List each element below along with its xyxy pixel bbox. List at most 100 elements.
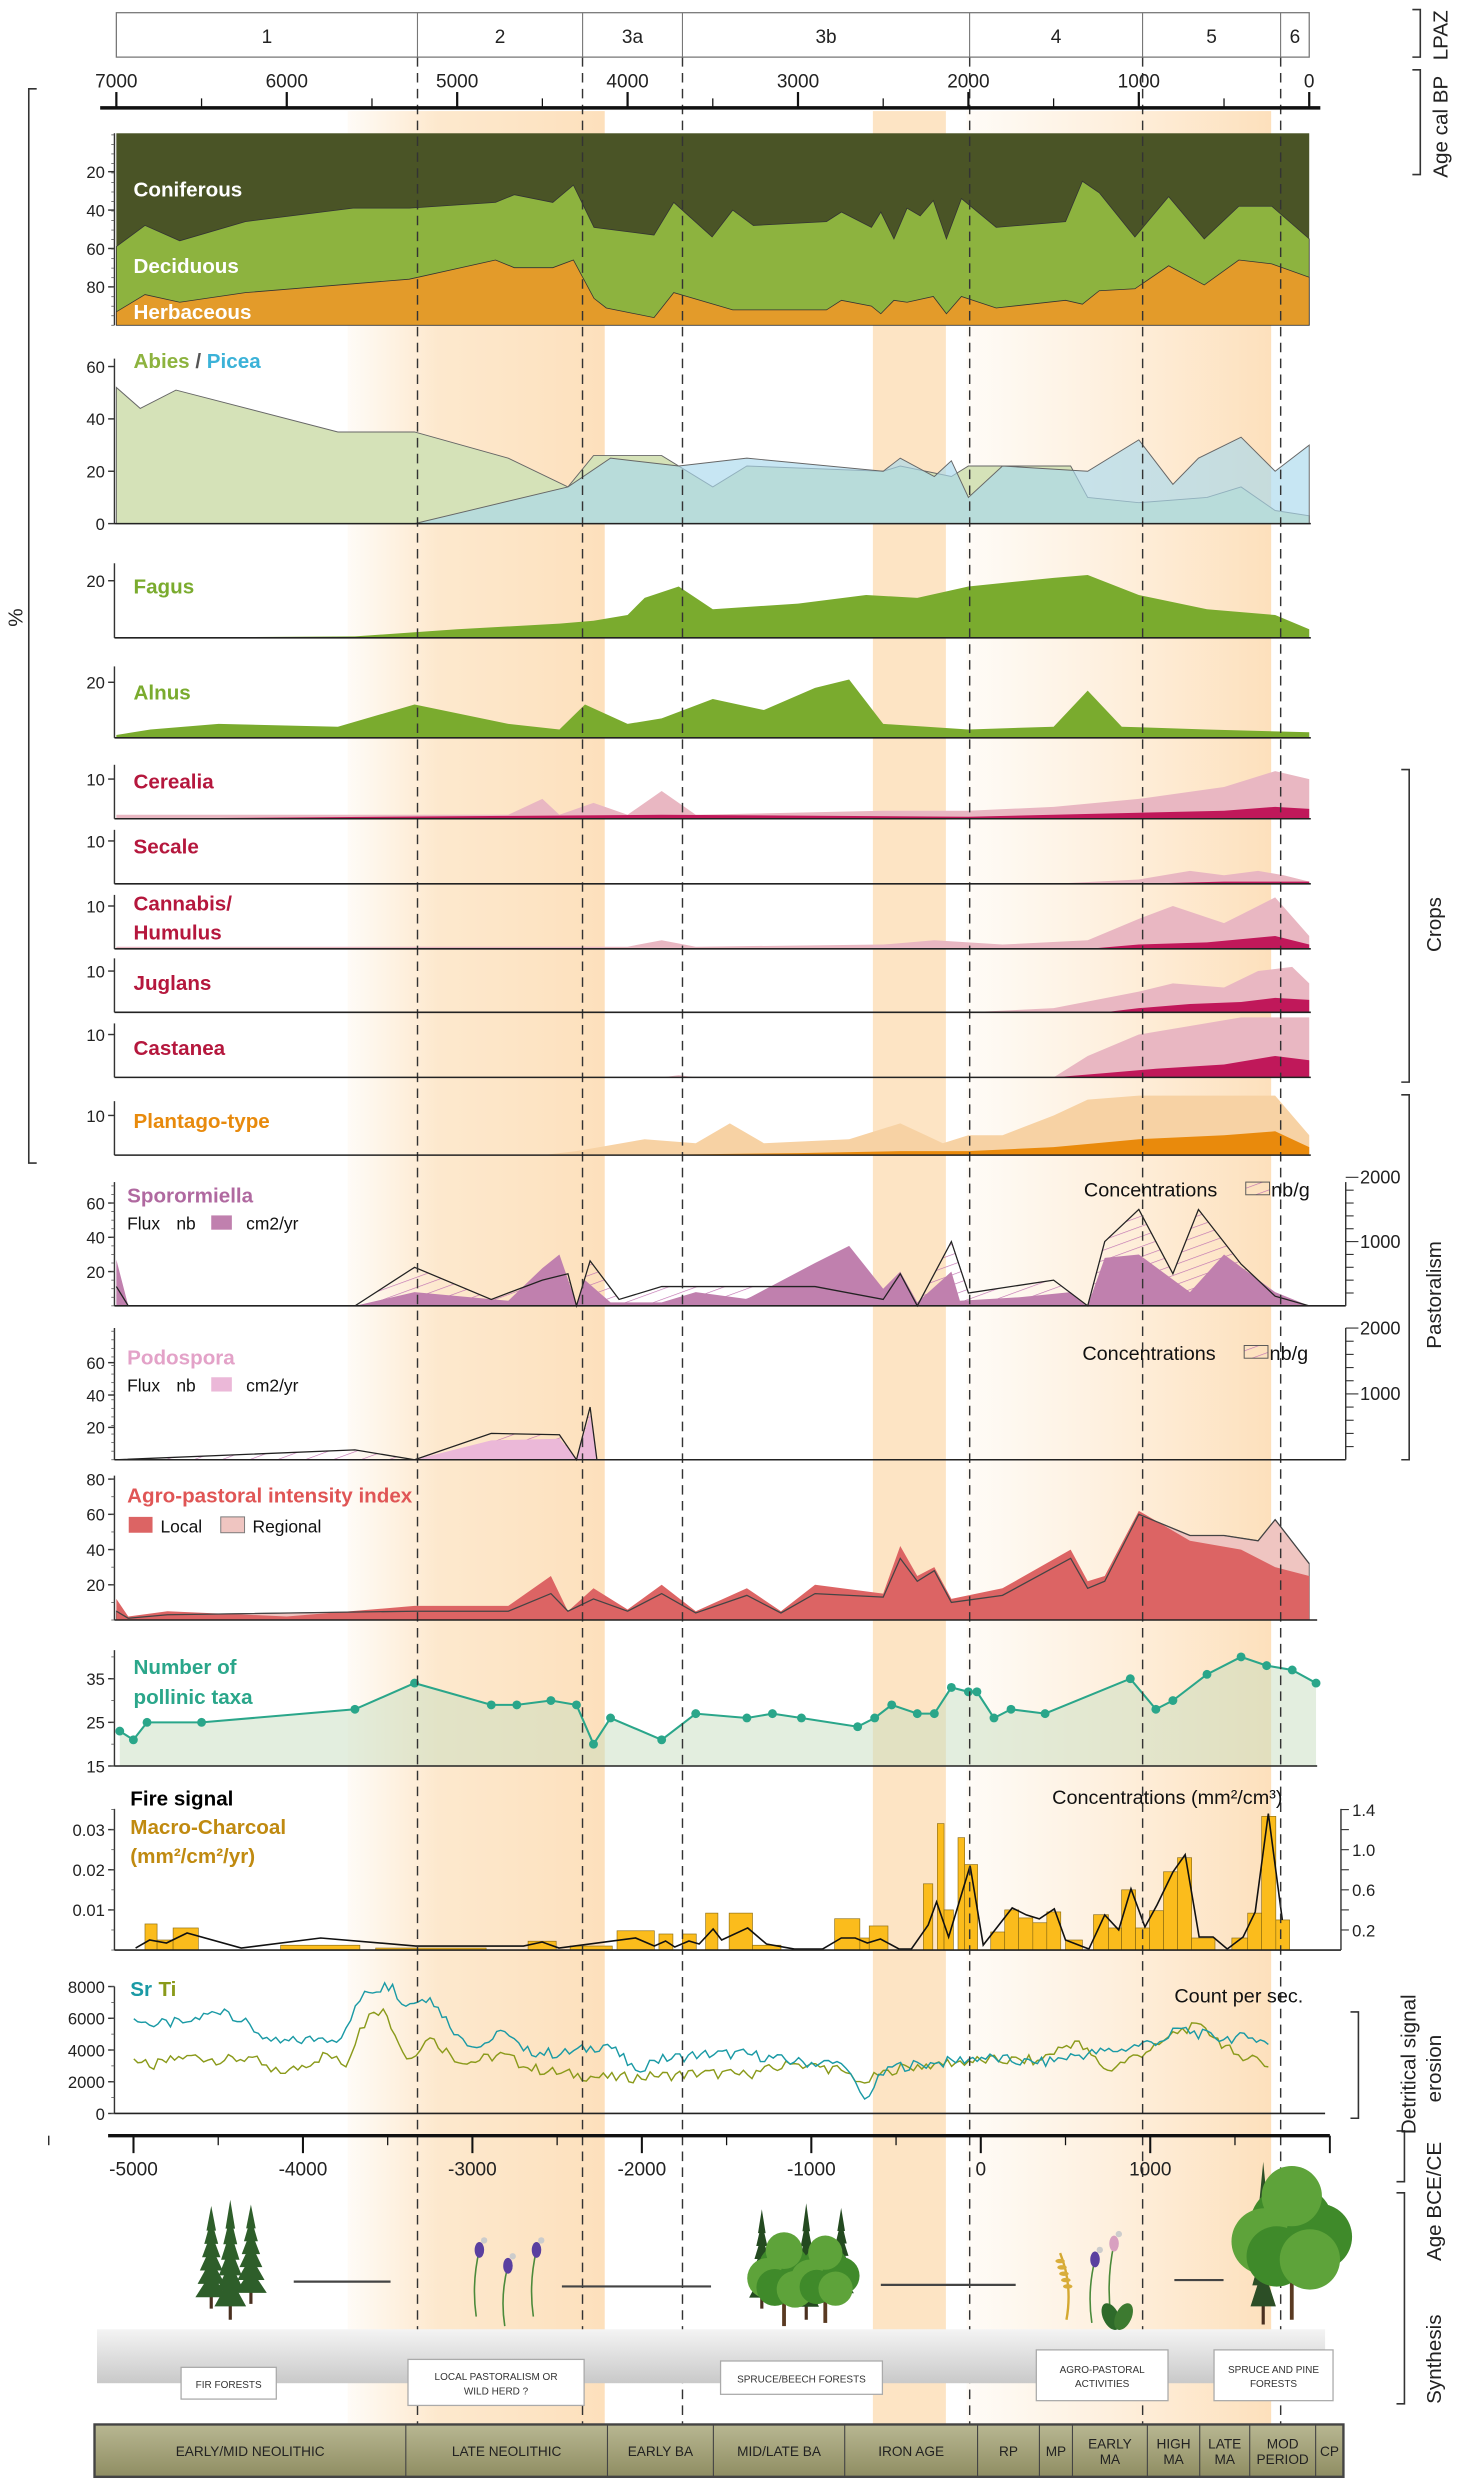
agro-tick-label: 40	[86, 1541, 105, 1560]
cereal-icon	[1055, 2252, 1073, 2320]
vegetation-tick-label: 80	[86, 278, 105, 297]
podospora-tick-label: 20	[86, 1419, 105, 1438]
abies-picea-tick-label: 20	[86, 463, 105, 482]
stage-box	[719, 2360, 884, 2395]
legend-unit: cm2/yr	[246, 1214, 299, 1234]
legend-swatch-hatch	[1243, 1345, 1269, 1359]
label-charcoal-concentrations: Concentrations (mm²/cm³)	[1052, 1787, 1282, 1809]
lpaz-zone-label: 5	[1206, 27, 1217, 48]
ce-axis-tick-label: -4000	[279, 2159, 328, 2180]
sporormiella-tick-label: 20	[86, 1263, 105, 1282]
sporormiella-flux-area	[116, 1245, 1310, 1306]
taxa-point	[606, 1713, 615, 1723]
lpaz-zone-label: 1	[262, 27, 273, 48]
alnus-tick-label: 20	[86, 674, 105, 693]
bp-axis-tick-label: 0	[1304, 71, 1315, 92]
taxa-point	[1151, 1704, 1161, 1714]
synthesis-stage-agro-pastoral: AGRO-PASTORAL ACTIVITIES	[1035, 2349, 1169, 2402]
taxa-point	[989, 1713, 999, 1723]
label-podospora: Podospora	[127, 1347, 235, 1370]
taxa-point	[1202, 1669, 1212, 1679]
taxa-point	[1125, 1674, 1135, 1684]
period-label: PERIOD	[1257, 2452, 1309, 2467]
lpaz-zone-label: 3a	[622, 27, 644, 48]
fagus-tick-label: 20	[86, 572, 105, 591]
lpaz-side-label: LPAZ	[1429, 10, 1452, 60]
bp-axis-tick-label: 6000	[266, 71, 308, 92]
bloom	[1096, 2246, 1103, 2254]
label-sr-ti: Sr Ti	[130, 1978, 176, 2001]
foliage	[206, 2205, 216, 2231]
foliage	[204, 2219, 219, 2244]
label-agro-pastoral: Agro-pastoral intensity index	[127, 1485, 413, 1508]
taxa-point	[657, 1735, 667, 1745]
label-charcoal-unit: (mm²/cm²/yr)	[130, 1845, 255, 1868]
taxa-tick-label: 15	[86, 1757, 105, 1776]
taxa-point	[972, 1687, 982, 1697]
legend-flux: Flux	[127, 1376, 160, 1396]
taxa-point	[1311, 1678, 1321, 1688]
label-abies-picea: Abies / Picea	[133, 350, 261, 373]
label-castanea: Castanea	[133, 1037, 225, 1060]
fire-right-tick-label: 0.6	[1352, 1881, 1375, 1900]
pine-tree-icon	[1231, 2165, 1353, 2320]
charcoal-bar	[1191, 1937, 1216, 1951]
label-picea: Picea	[207, 350, 261, 373]
trunk	[209, 2294, 213, 2309]
bp-axis-tick-label: 3000	[777, 71, 819, 92]
fire-tick-label: 0.02	[73, 1861, 105, 1880]
foliage	[800, 2218, 812, 2247]
taxa-tick-label: 35	[86, 1670, 105, 1689]
label-abies: Abies	[133, 350, 189, 373]
period-label: RP	[999, 2444, 1018, 2459]
label-macro-charcoal: Macro-Charcoal	[130, 1816, 286, 1839]
flower-icon	[473, 2237, 488, 2317]
synthesis-bracket	[1396, 2192, 1406, 2405]
bloom	[538, 2237, 545, 2244]
synthesis-stage-spruce-beech: SPRUCE/BEECH FORESTS	[719, 2360, 884, 2395]
flower-icon	[530, 2237, 545, 2317]
stage-box	[1035, 2349, 1169, 2402]
period-bar	[93, 2423, 1345, 2479]
stage-label: LOCAL PASTORALISM OR	[435, 2372, 558, 2383]
bloom	[503, 2257, 513, 2274]
sr-ti-tick-label: 4000	[68, 2041, 105, 2060]
taxa-point	[963, 1687, 973, 1697]
foliage	[818, 2271, 853, 2306]
taxa-point	[142, 1717, 152, 1727]
leaf	[1114, 2303, 1133, 2330]
charcoal-bar	[1046, 1911, 1062, 1951]
taxa-point	[1168, 1696, 1178, 1705]
bloom	[509, 2253, 516, 2260]
foliage	[223, 2215, 238, 2245]
synthesis-stage-spruce-pine: SPRUCE AND PINE FORESTS	[1213, 2349, 1334, 2402]
plantago-tick-label: 10	[86, 1107, 105, 1126]
alnus-area	[116, 679, 1310, 738]
trunk	[760, 2294, 764, 2309]
label-conc-unit: nb/g	[1270, 1343, 1309, 1365]
label-sporormiella: Sporormiella	[127, 1185, 254, 1208]
ce-axis-tick-label: 0	[975, 2159, 986, 2180]
period-label: MOD	[1267, 2436, 1299, 2451]
bloom	[531, 2241, 542, 2258]
cannabis_humulus-tick-label: 10	[86, 897, 105, 916]
grain	[1055, 2258, 1065, 2264]
secale-regional-area	[116, 870, 1310, 884]
flower-icon	[1089, 2246, 1103, 2324]
charcoal-bar	[1018, 1917, 1034, 1951]
podospora-right-tick-label: 2000	[1360, 1317, 1401, 1338]
taxa-point	[691, 1709, 701, 1719]
legend-unit: cm2/yr	[246, 1376, 299, 1396]
plantago-local-area	[116, 1131, 1310, 1156]
label-plantago: Plantago-type	[133, 1110, 269, 1133]
taxa-point	[742, 1713, 752, 1723]
fire-right-tick-label: 1.0	[1352, 1841, 1375, 1860]
legend-local: Local	[160, 1517, 202, 1537]
period-label: LATE	[1208, 2436, 1241, 2451]
taxa-point	[767, 1709, 777, 1719]
label-number-of: Number of	[133, 1656, 236, 1679]
taxa-point	[1236, 1652, 1246, 1662]
sporormiella-concentration-hatch	[116, 1209, 1310, 1306]
label-pollinic-taxa: pollinic taxa	[133, 1686, 253, 1709]
castanea-local-area	[116, 1055, 1310, 1078]
